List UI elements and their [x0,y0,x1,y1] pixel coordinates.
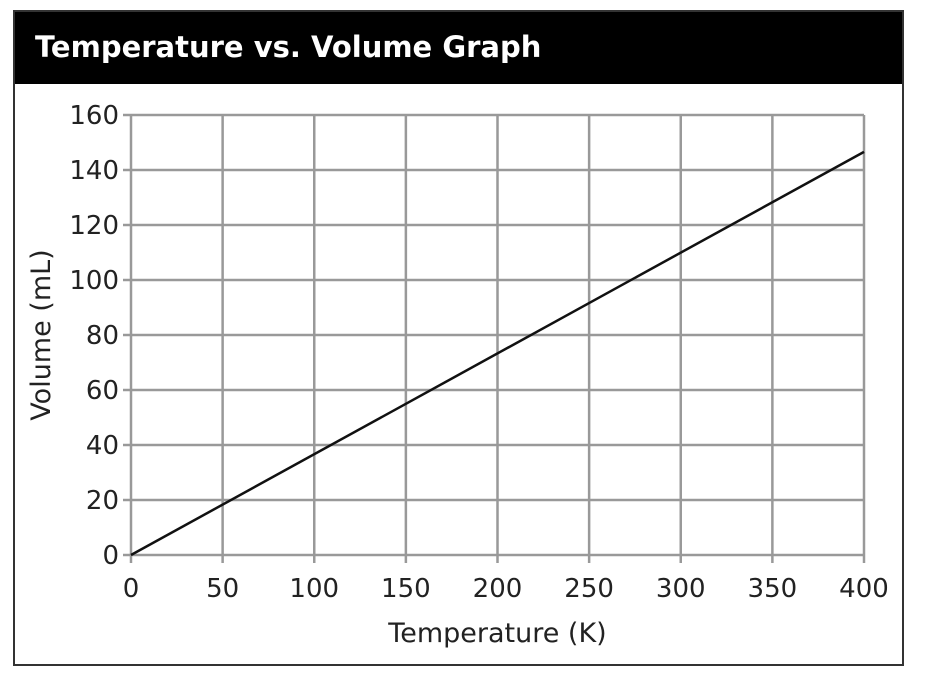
y-tick-label: 160 [69,101,119,131]
y-tick-label: 140 [69,156,119,186]
y-tick-label: 0 [102,541,119,571]
x-tick-label: 0 [123,574,140,604]
x-tick-label: 300 [656,574,706,604]
x-tick-label: 50 [206,574,239,604]
y-tick-label: 40 [86,431,119,461]
y-tick-label: 80 [86,321,119,351]
x-tick-label: 150 [381,574,431,604]
y-tick-label: 60 [86,376,119,406]
title-bar: Temperature vs. Volume Graph [15,12,902,84]
x-axis-label: Temperature (K) [387,618,606,649]
x-tick-label: 200 [473,574,523,604]
chart-title: Temperature vs. Volume Graph [35,30,542,64]
x-tick-label: 350 [748,574,798,604]
x-tick-label: 400 [839,574,889,604]
chart-frame: Temperature vs. Volume Graph [13,10,904,666]
series-line [130,150,865,557]
x-tick-label: 250 [564,574,614,604]
y-axis-label: Volume (mL) [26,249,57,420]
y-tick-label: 20 [86,486,119,516]
y-tick-label: 100 [69,266,119,296]
y-tick-label: 120 [69,211,119,241]
x-tick-label: 100 [289,574,339,604]
